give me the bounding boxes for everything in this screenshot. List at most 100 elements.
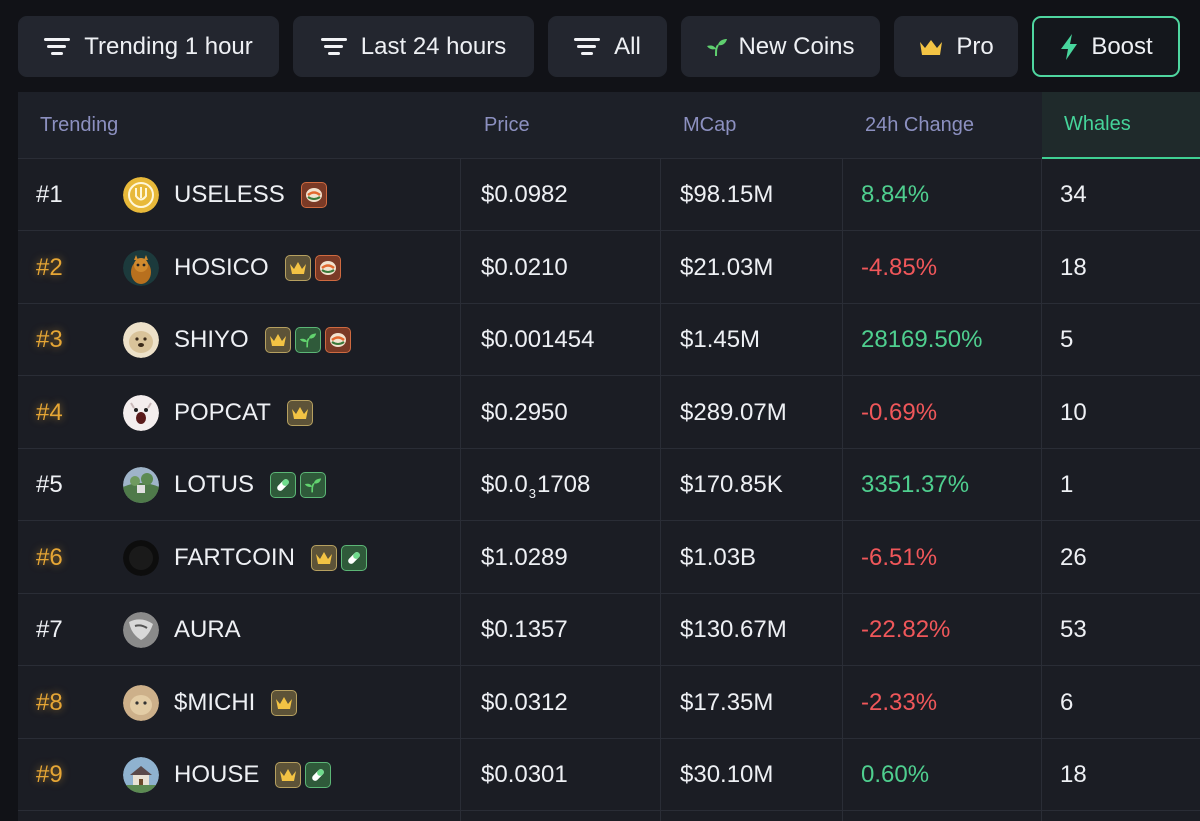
pill-badge-icon bbox=[340, 544, 367, 571]
token-name: LOTUS bbox=[174, 471, 255, 498]
token-name-cell[interactable]: SHIYO bbox=[174, 304, 351, 376]
rank-label: #4 bbox=[36, 398, 63, 426]
filter-last-24-hours-button[interactable]: Last 24 hours bbox=[293, 16, 534, 77]
token-avatar-icon bbox=[123, 467, 159, 503]
filter-trending-1-hour-button[interactable]: Trending 1 hour bbox=[18, 16, 279, 77]
whales-cell: 10 bbox=[1060, 398, 1087, 426]
price-cell: $0.0210 bbox=[481, 253, 568, 281]
filter-boost-button[interactable]: Boost bbox=[1032, 16, 1180, 77]
token-name-cell[interactable]: HOSICO bbox=[174, 232, 341, 304]
token-name-cell[interactable]: HOUSE bbox=[174, 739, 332, 811]
table-row[interactable]: #7 AURA $0.1357 $130.67M -22.82% 53 bbox=[18, 594, 1200, 666]
price-digits: 1708 bbox=[536, 471, 591, 498]
filter-label: All bbox=[614, 32, 641, 60]
token-name-cell[interactable]: AURA bbox=[174, 594, 241, 666]
price-cell: $0.2950 bbox=[481, 398, 568, 426]
token-name: HOUSE bbox=[174, 761, 260, 788]
rank-label: #6 bbox=[36, 543, 63, 571]
whales-cell: 18 bbox=[1060, 761, 1087, 788]
token-name-cell[interactable]: POPCAT bbox=[174, 377, 313, 449]
token-badges bbox=[284, 254, 341, 281]
lightning-icon bbox=[1059, 33, 1079, 61]
crown-badge-icon bbox=[275, 762, 302, 788]
table-row[interactable]: #9 HOUSE $0.0301 $30.10M 0.60% 18 bbox=[18, 739, 1200, 811]
column-header-24h-change[interactable]: 24h Change bbox=[865, 114, 974, 136]
whales-cell: 6 bbox=[1060, 688, 1074, 716]
table-row[interactable]: #2 HOSICO $0.0210 $21.03M -4.85% 18 bbox=[18, 232, 1200, 304]
table-row[interactable]: #1 USELESS $0.0982 $98.15M 8.84% 34 bbox=[18, 159, 1200, 231]
column-header-mcap[interactable]: MCap bbox=[683, 114, 737, 136]
change-24h-cell: -22.82% bbox=[861, 616, 951, 643]
mcap-cell: $170.85K bbox=[680, 471, 783, 498]
change-24h-cell: 3351.37% bbox=[861, 471, 970, 498]
price-cell: $1.0289 bbox=[481, 543, 568, 571]
filter-all-button[interactable]: All bbox=[548, 16, 667, 77]
token-badges bbox=[275, 762, 332, 788]
price-zero-count: 3 bbox=[528, 485, 536, 501]
mcap-cell: $1.03B bbox=[680, 543, 757, 571]
filter-label: Boost bbox=[1091, 32, 1153, 60]
mcap-cell: $21.03M bbox=[680, 253, 774, 281]
mcap-cell: $1.45M bbox=[680, 326, 761, 353]
price-main: $0.0 bbox=[481, 471, 528, 498]
pill-badge-icon bbox=[270, 472, 297, 498]
column-divider bbox=[460, 92, 461, 821]
change-24h-cell: -4.85% bbox=[861, 253, 938, 281]
crown-badge-icon bbox=[310, 544, 337, 571]
token-name: FARTCOIN bbox=[174, 543, 295, 571]
crown-badge-icon bbox=[286, 399, 313, 426]
token-name: $MICHI bbox=[174, 688, 256, 716]
column-divider bbox=[660, 92, 661, 821]
filter-label: New Coins bbox=[738, 32, 855, 60]
table-row[interactable]: #4 POPCAT $0.2950 $289.07M -0.69% 10 bbox=[18, 377, 1200, 449]
token-avatar-icon bbox=[123, 539, 159, 576]
token-avatar-icon bbox=[123, 684, 159, 721]
price-cell: $0.0 3 1708 bbox=[481, 449, 590, 521]
token-badges bbox=[300, 182, 327, 208]
change-24h-cell: -6.51% bbox=[861, 543, 938, 571]
sort-bars-icon bbox=[44, 38, 71, 55]
token-name-cell[interactable]: LOTUS bbox=[174, 449, 327, 521]
table-row[interactable]: #6 FARTCOIN $1.0289 $1.03B -6.51% 26 bbox=[18, 522, 1200, 594]
crown-badge-icon bbox=[284, 254, 311, 281]
table-row[interactable]: #5 LOTUS $0.0 3 1708 $170.85K 3351.37% 1 bbox=[18, 449, 1200, 521]
price-cell: $0.0301 bbox=[481, 761, 568, 788]
table-row[interactable]: #8 $MICHI $0.0312 $17.35M -2.33% 6 bbox=[18, 667, 1200, 739]
token-name-cell[interactable]: FARTCOIN bbox=[174, 522, 367, 594]
pump-badge-icon bbox=[324, 327, 351, 353]
table-header: Trending Price MCap 24h Change Whales bbox=[18, 92, 1200, 159]
filter-new-coins-button[interactable]: New Coins bbox=[681, 16, 880, 77]
whales-cell: 5 bbox=[1060, 326, 1074, 353]
whales-cell: 26 bbox=[1060, 543, 1087, 571]
whales-cell: 53 bbox=[1060, 616, 1087, 643]
token-name: AURA bbox=[174, 616, 241, 643]
change-24h-cell: 8.84% bbox=[861, 181, 930, 208]
pump-badge-icon bbox=[314, 254, 341, 281]
column-header-trending[interactable]: Trending bbox=[40, 114, 119, 136]
mcap-cell: $17.35M bbox=[680, 688, 774, 716]
token-badges bbox=[270, 472, 327, 498]
price-cell: $0.1357 bbox=[481, 616, 568, 643]
token-name: USELESS bbox=[174, 181, 285, 208]
mcap-cell: $130.67M bbox=[680, 616, 787, 643]
price-cell: $0.001454 bbox=[481, 326, 595, 353]
token-name-cell[interactable]: USELESS bbox=[174, 159, 327, 231]
token-avatar-icon bbox=[123, 394, 159, 431]
whales-cell: 18 bbox=[1060, 253, 1087, 281]
token-badges bbox=[271, 689, 298, 716]
rank-label: #8 bbox=[36, 688, 63, 716]
filter-label: Pro bbox=[956, 32, 994, 60]
rank-label: #7 bbox=[36, 616, 63, 643]
rank-label: #2 bbox=[36, 253, 63, 281]
mcap-cell: $30.10M bbox=[680, 761, 774, 788]
mcap-cell: $289.07M bbox=[680, 398, 787, 426]
filter-pro-button[interactable]: Pro bbox=[894, 16, 1018, 77]
token-name-cell[interactable]: $MICHI bbox=[174, 667, 298, 739]
column-header-whales[interactable]: Whales bbox=[1042, 92, 1200, 159]
whales-cell: 34 bbox=[1060, 181, 1087, 208]
column-header-price[interactable]: Price bbox=[484, 114, 530, 136]
change-24h-cell: 28169.50% bbox=[861, 326, 983, 353]
table-row[interactable]: #3 SHIYO $0.001454 $1.45M 28169.50% 5 bbox=[18, 304, 1200, 376]
change-24h-cell: -2.33% bbox=[861, 688, 938, 716]
rank-label: #5 bbox=[36, 471, 63, 498]
